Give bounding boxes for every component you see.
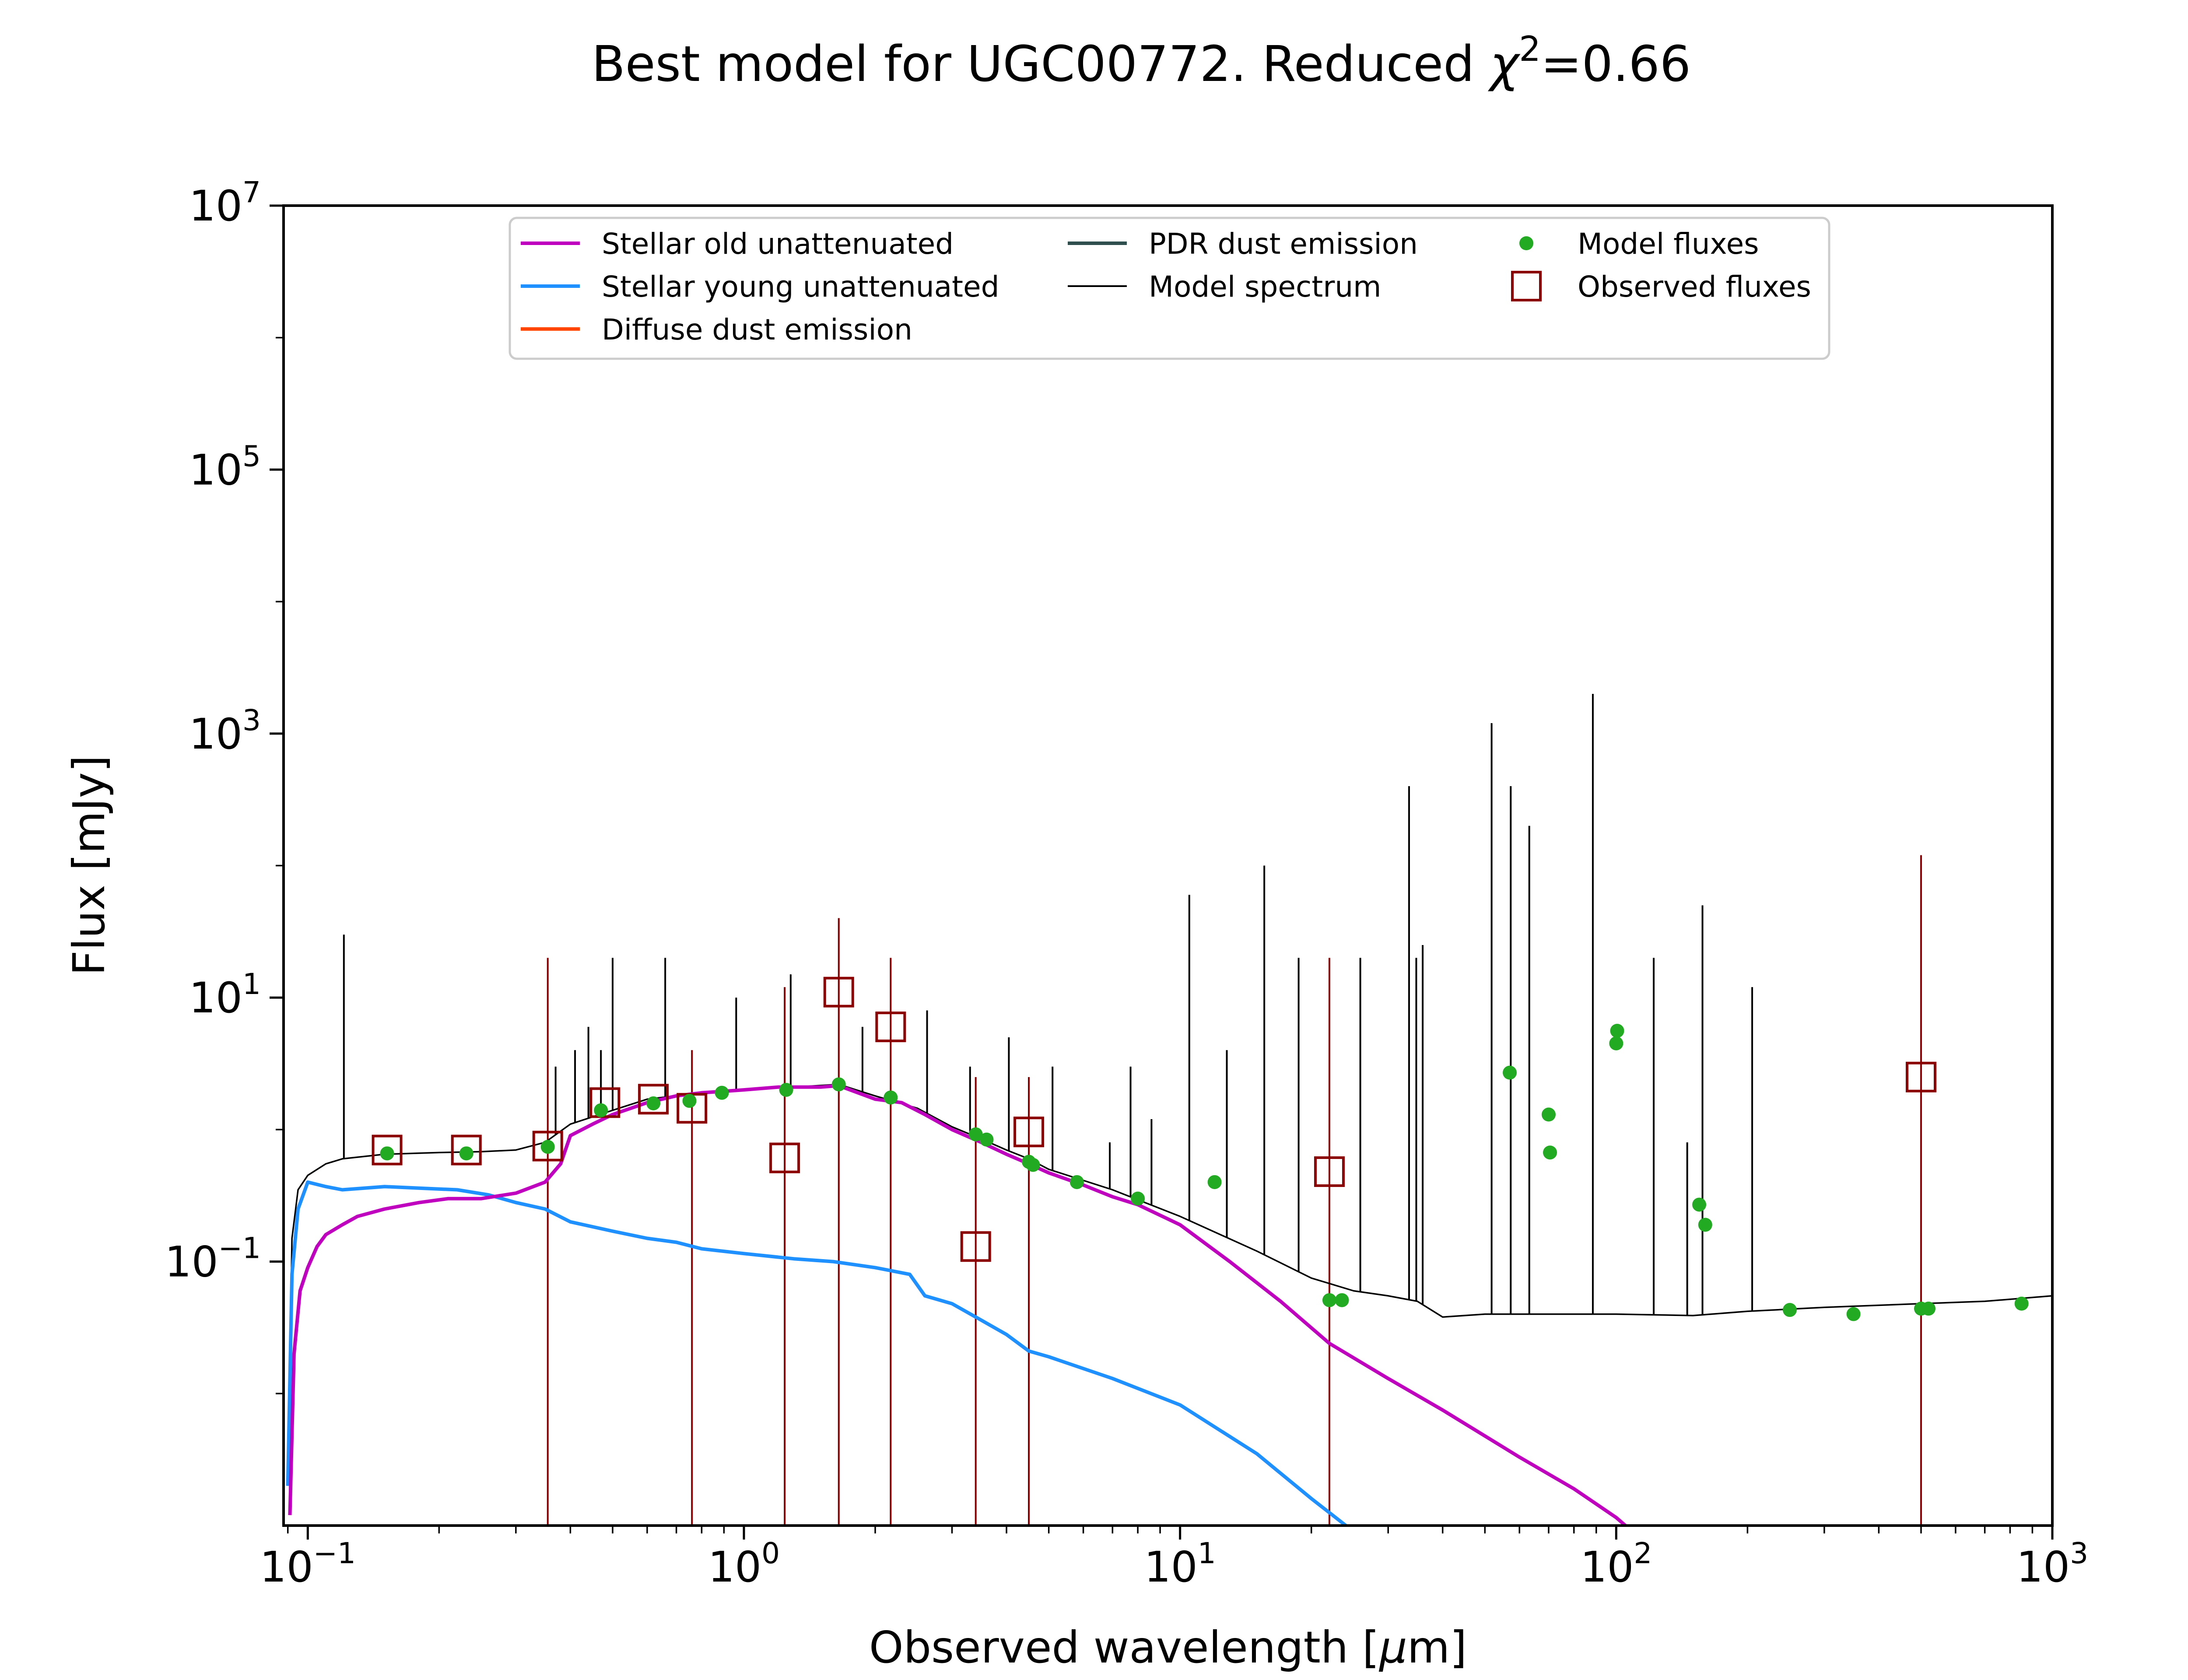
model-flux-9: [884, 1090, 898, 1105]
legend-label-model-fluxes: Model fluxes: [1578, 227, 1759, 261]
model-flux-6: [715, 1085, 729, 1100]
model-flux-3: [594, 1103, 608, 1117]
observed-flux-7: [823, 976, 854, 1008]
model-flux-21: [1543, 1145, 1557, 1160]
observed-flux-11: [1314, 1156, 1345, 1187]
y-tick-label-0: 10−1: [165, 1232, 261, 1287]
chart-title: Best model for UGC00772. Reduced χ2=0.66: [592, 30, 1691, 93]
y-tick-label-2: 103: [189, 704, 261, 759]
y-tick-label-4: 107: [189, 175, 261, 231]
model-flux-4: [646, 1096, 661, 1110]
legend-label-model-spectrum: Model spectrum: [1149, 270, 1381, 304]
model-flux-11: [979, 1132, 994, 1147]
model-flux-16: [1207, 1175, 1222, 1189]
tick-layer: 10−1 100 101 102 103 10−1 101 103 105 107: [165, 175, 2089, 1592]
legend-label-stellar-young-unattenuated: Stellar young unattenuated: [602, 270, 999, 304]
legend-box: [508, 217, 1830, 360]
observed-flux-3: [589, 1087, 621, 1118]
model-flux-22: [1609, 1036, 1623, 1050]
observed-flux-2: [532, 1130, 563, 1162]
x-tick-label-0: 10−1: [260, 1536, 356, 1592]
model-flux-25: [1698, 1218, 1712, 1232]
legend-label-stellar-old-unattenuated: Stellar old unattenuated: [602, 227, 954, 261]
observed-flux-12: [1905, 1061, 1936, 1092]
model-flux-26: [1782, 1303, 1797, 1317]
legend-label-pdr-dust-emission: PDR dust emission: [1149, 227, 1418, 261]
plot-frame: [282, 204, 2054, 1527]
model-flux-5: [682, 1094, 697, 1108]
observed-flux-1: [451, 1134, 482, 1166]
model-flux-17: [1322, 1293, 1336, 1307]
model-flux-27: [1846, 1307, 1861, 1321]
series-stellar-old-unattenuated: [288, 1084, 1627, 1526]
model-flux-23: [1610, 1024, 1624, 1038]
legend-label-observed-fluxes: Observed fluxes: [1578, 270, 1811, 304]
model-flux-2: [540, 1140, 555, 1154]
legend-swatch-model-fluxes: [1519, 236, 1533, 250]
observed-flux-4: [638, 1084, 669, 1115]
model-flux-13: [1026, 1158, 1040, 1172]
x-tick-label-1: 100: [708, 1536, 780, 1592]
observed-flux-10: [1013, 1116, 1045, 1148]
series-layer: [286, 693, 2052, 1526]
marker-layer: [372, 976, 2029, 1321]
observed-flux-9: [960, 1231, 991, 1262]
model-flux-30: [2014, 1296, 2029, 1311]
legend-swatch-observed-fluxes: [1511, 271, 1542, 301]
x-tick-label-3: 102: [1580, 1536, 1652, 1592]
model-flux-20: [1541, 1107, 1556, 1122]
model-flux-15: [1131, 1191, 1145, 1206]
model-flux-24: [1692, 1197, 1707, 1212]
legend-label-diffuse-dust-emission: Diffuse dust emission: [602, 313, 912, 346]
observed-flux-8: [875, 1012, 906, 1043]
model-flux-18: [1335, 1293, 1349, 1307]
model-flux-1: [459, 1146, 473, 1161]
model-flux-19: [1503, 1065, 1517, 1080]
observed-flux-0: [372, 1134, 403, 1166]
observed-flux-6: [769, 1142, 800, 1173]
x-tick-label-4: 103: [2016, 1536, 2088, 1592]
y-tick-label-1: 101: [189, 967, 261, 1022]
model-flux-8: [831, 1077, 846, 1092]
series-stellar-young-unattenuated: [286, 1180, 1347, 1526]
x-axis-label: Observed wavelength [μm]: [869, 1622, 1467, 1673]
model-flux-7: [779, 1083, 793, 1097]
model-flux-29: [1921, 1302, 1936, 1316]
model-flux-0: [380, 1146, 394, 1161]
model-flux-10: [968, 1127, 983, 1141]
observed-flux-5: [677, 1093, 708, 1124]
model-flux-14: [1069, 1175, 1084, 1189]
y-axis-label: Flux [mJy]: [63, 755, 115, 976]
legend: Stellar old unattenuated Stellar young un…: [508, 217, 1830, 360]
y-tick-label-3: 105: [189, 439, 261, 494]
x-tick-label-2: 101: [1144, 1536, 1216, 1592]
